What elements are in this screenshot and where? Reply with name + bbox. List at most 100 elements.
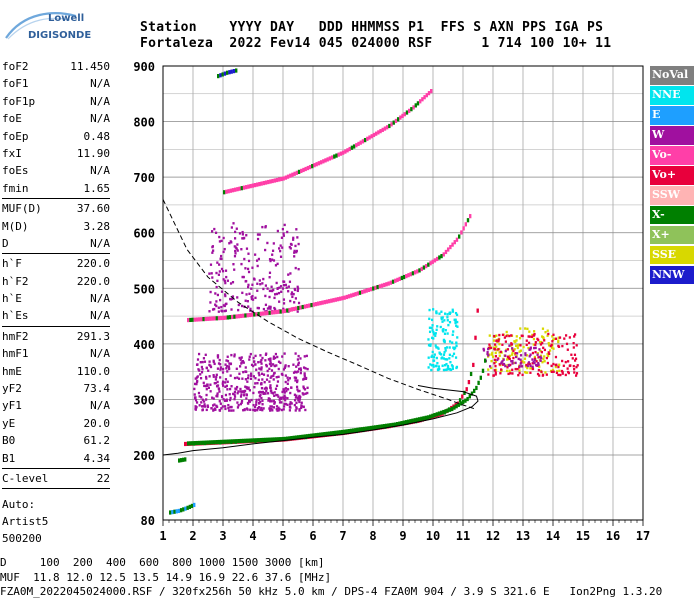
trace-point [301, 304, 304, 310]
spread-point [427, 338, 430, 341]
spread-point [273, 391, 276, 394]
spread-point [296, 396, 299, 400]
spread-point [536, 372, 540, 376]
trace-point [209, 316, 212, 321]
spread-point [547, 332, 550, 336]
spread-point [224, 393, 228, 397]
spread-point [505, 369, 509, 373]
spread-point [304, 392, 307, 395]
trace-point [305, 434, 309, 439]
spread-point [268, 307, 271, 310]
auto-info-line: Artist5 [2, 515, 49, 529]
spread-point [504, 354, 507, 357]
trace-point [211, 316, 214, 321]
spread-point [225, 384, 228, 388]
spread-point [442, 338, 445, 342]
spread-point [283, 391, 286, 394]
trace-point [182, 457, 185, 462]
spread-point [440, 316, 443, 320]
spread-point [275, 408, 278, 411]
spread-point [256, 408, 259, 412]
spread-point [272, 259, 276, 262]
spread-point [199, 377, 203, 380]
spread-point [292, 236, 295, 240]
spread-point [447, 323, 450, 327]
trace-point [328, 299, 331, 304]
trace-point [387, 281, 390, 286]
spread-point [249, 377, 253, 381]
spread-point [524, 352, 527, 355]
spread-point [266, 307, 270, 310]
spread-point [282, 389, 286, 393]
trace-point [297, 305, 300, 311]
spread-point [526, 366, 529, 370]
spread-point [445, 362, 448, 366]
trace-point [292, 435, 295, 440]
trace-point [282, 176, 285, 181]
spread-point [533, 361, 536, 365]
spread-point [514, 367, 517, 371]
y-tick-label: 500 [133, 282, 155, 296]
trace-point [422, 416, 425, 421]
trace-point [372, 132, 376, 138]
spread-point [251, 283, 254, 286]
spread-point [490, 359, 493, 363]
spread-point [276, 380, 280, 383]
spread-point [289, 391, 292, 395]
spread-point [193, 393, 196, 396]
param-row: D N/A [2, 235, 110, 252]
spread-point [273, 306, 276, 310]
spread-point [525, 363, 528, 367]
spread-point [297, 287, 300, 290]
spread-point [498, 351, 501, 354]
spread-point [304, 367, 307, 370]
trace-point [291, 172, 294, 177]
trace-point [234, 187, 237, 192]
spread-point [288, 280, 292, 283]
spread-point [209, 301, 212, 304]
spread-point [223, 405, 227, 408]
spread-point [203, 384, 206, 388]
spread-point [529, 347, 532, 351]
spread-point [448, 320, 452, 324]
trace-point [217, 316, 221, 321]
spread-point [303, 375, 306, 378]
spread-point [226, 359, 230, 363]
trace-point [223, 190, 226, 195]
trace-point [235, 439, 238, 444]
trace-point [354, 292, 357, 297]
spread-point [275, 375, 278, 379]
spread-point [260, 366, 263, 369]
spread-point [283, 402, 286, 406]
spread-point [251, 266, 254, 269]
spread-point [252, 403, 255, 407]
trace-point [301, 434, 304, 439]
spread-point [548, 352, 551, 356]
spread-point [509, 363, 512, 367]
y-tick-label: 80 [141, 514, 155, 528]
auto-info-line: 500200 [2, 532, 42, 546]
spread-point [568, 336, 571, 339]
trace-point [367, 426, 370, 431]
trace-point [306, 165, 310, 171]
trace-point [332, 430, 335, 436]
spread-point [494, 355, 498, 358]
spread-point [503, 336, 506, 339]
spread-point [282, 396, 285, 399]
spread-point [575, 372, 579, 375]
spread-point [249, 408, 252, 411]
spread-point [537, 368, 540, 372]
param-name: D [2, 236, 9, 250]
spread-point [270, 391, 273, 394]
spread-point [263, 387, 266, 390]
trace-point [222, 315, 225, 320]
spread-point [490, 366, 493, 370]
spread-point [250, 398, 253, 402]
trace-point [324, 158, 327, 163]
spread-point [300, 404, 303, 408]
spread-point [528, 335, 531, 338]
spread-point [253, 409, 257, 412]
trace-point [312, 302, 315, 307]
legend-item-nne: NNE [650, 85, 694, 105]
spread-point [526, 364, 529, 368]
